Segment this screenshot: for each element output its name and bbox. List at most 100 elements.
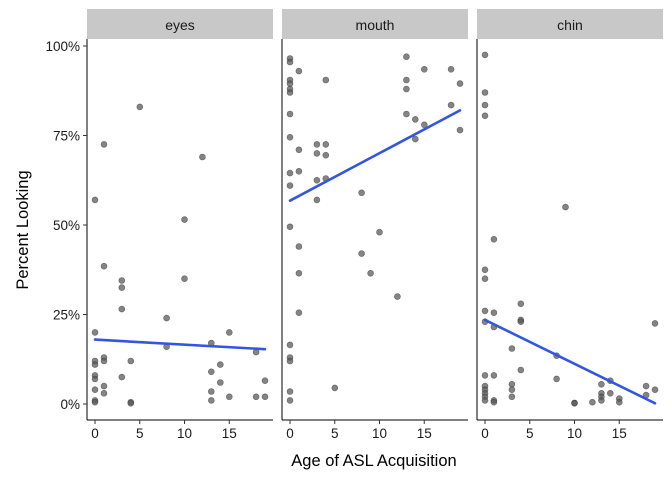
data-point (181, 216, 188, 223)
data-point (286, 341, 294, 349)
data-point (295, 269, 303, 277)
data-point (295, 243, 303, 250)
data-point (118, 284, 126, 291)
data-point (481, 112, 489, 120)
data-point (208, 368, 215, 376)
data-point (615, 398, 623, 406)
data-point (331, 384, 339, 392)
data-point (91, 386, 99, 394)
y-tick-label: 100% (45, 39, 80, 54)
data-point (651, 320, 659, 327)
data-point (286, 388, 294, 395)
data-point (403, 53, 410, 61)
x-tick-label: 5 (331, 426, 339, 441)
data-point (651, 386, 659, 394)
data-point (490, 398, 498, 406)
data-point (481, 51, 489, 59)
data-point (127, 357, 135, 365)
data-point (217, 361, 224, 368)
data-point (91, 329, 99, 336)
data-point (226, 393, 233, 401)
data-point (481, 101, 489, 109)
data-point (490, 372, 498, 379)
data-point (163, 314, 170, 322)
data-point (322, 141, 330, 148)
x-tick-label: 10 (372, 426, 387, 441)
data-point (508, 393, 516, 401)
data-point (286, 134, 294, 141)
data-point (208, 388, 215, 395)
x-tick-label: 15 (222, 426, 237, 441)
data-point (286, 110, 294, 118)
strip-label: chin (557, 17, 583, 33)
x-axis-title: Age of ASL Acquisition (291, 452, 456, 470)
y-tick-label: 50% (53, 218, 80, 233)
y-tick-label: 0% (60, 397, 80, 412)
panels-layer: eyes 0 5 10 15 mouth 0 5 10 15 chin 0 5 10 15 (86, 9, 663, 441)
strip-header (87, 9, 273, 39)
data-point (118, 277, 126, 284)
data-point (295, 146, 303, 154)
x-tick-label: 10 (567, 426, 582, 441)
panel-chin: chin 0 5 10 15 (476, 9, 663, 441)
data-point (420, 66, 428, 73)
data-point (606, 389, 614, 397)
data-point (261, 393, 269, 401)
data-point (598, 397, 605, 404)
data-point (295, 67, 303, 75)
strip-header (282, 9, 468, 39)
data-point (286, 223, 294, 231)
data-point (481, 266, 489, 274)
data-point (481, 397, 489, 404)
data-point (295, 309, 303, 317)
panel-eyes: eyes 0 5 10 15 (86, 9, 273, 441)
data-point (136, 103, 144, 111)
y-tick-label: 75% (53, 129, 80, 144)
strip-label: mouth (356, 17, 395, 33)
data-point (411, 116, 419, 123)
data-point (91, 361, 99, 368)
x-tick-label: 5 (526, 426, 534, 441)
data-point (127, 399, 135, 407)
data-point (261, 377, 269, 385)
data-point (313, 177, 321, 184)
x-tick-label: 0 (286, 426, 294, 441)
data-point (286, 80, 294, 87)
data-point (411, 135, 419, 143)
data-point (91, 398, 99, 406)
data-point (313, 141, 321, 148)
data-point (481, 372, 489, 379)
data-point (286, 58, 294, 66)
data-point (322, 151, 330, 159)
data-point (456, 126, 464, 134)
data-point (456, 80, 464, 87)
data-point (517, 300, 525, 308)
data-point (571, 399, 578, 407)
data-point (447, 101, 455, 109)
data-point (403, 85, 410, 93)
trend-line (93, 338, 267, 351)
data-point (481, 307, 489, 315)
data-point (562, 203, 569, 211)
data-point (118, 305, 126, 313)
data-point (447, 66, 455, 73)
data-point (286, 182, 294, 189)
data-point (508, 380, 516, 388)
data-point (313, 150, 321, 157)
data-point (490, 309, 498, 317)
data-point (181, 275, 188, 283)
trend-line (483, 318, 657, 405)
data-point (208, 397, 215, 404)
data-point (517, 318, 525, 326)
strip-header (477, 9, 663, 39)
data-point (394, 293, 401, 300)
data-point (295, 168, 303, 175)
data-point (403, 76, 410, 84)
data-point (199, 153, 206, 161)
data-point (118, 373, 126, 381)
data-point (217, 379, 224, 386)
x-tick-label: 0 (91, 426, 99, 441)
data-point (100, 262, 108, 270)
data-point (517, 366, 525, 374)
